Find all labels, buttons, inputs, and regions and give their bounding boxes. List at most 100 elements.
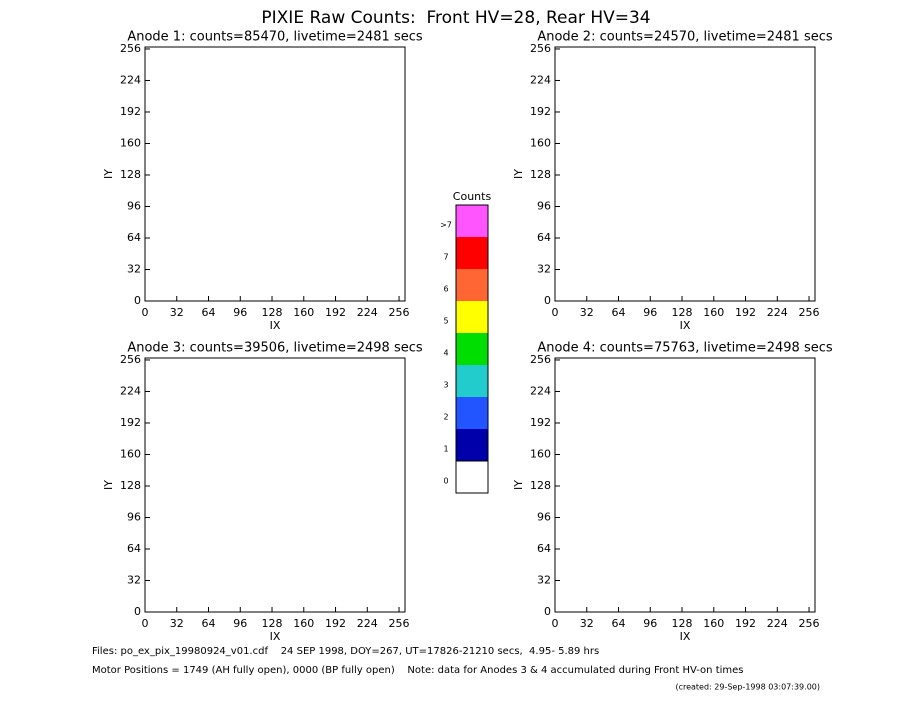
x-tick-label: 32 bbox=[170, 617, 184, 630]
x-tick-label: 64 bbox=[202, 617, 216, 630]
colorbar-swatch bbox=[456, 205, 488, 237]
y-tick-label: 160 bbox=[120, 136, 141, 149]
x-tick-label: 224 bbox=[767, 306, 788, 319]
colorbar-label: 7 bbox=[443, 253, 448, 262]
x-tick-label: 256 bbox=[799, 617, 820, 630]
x-tick-label: 96 bbox=[643, 617, 657, 630]
y-tick-label: 128 bbox=[120, 168, 141, 181]
y-tick-label: 64 bbox=[537, 231, 551, 244]
colorbar-label: 3 bbox=[443, 381, 448, 390]
y-tick-label: 64 bbox=[537, 542, 551, 555]
panel-title: Anode 3: counts=39506, livetime=2498 sec… bbox=[127, 341, 423, 356]
colorbar-label: 5 bbox=[443, 317, 448, 326]
colorbar-frame bbox=[455, 204, 489, 494]
y-tick-label: 192 bbox=[530, 105, 551, 118]
colorbar-label: 2 bbox=[443, 413, 448, 422]
x-tick-label: 256 bbox=[799, 306, 820, 319]
y-tick-label: 0 bbox=[544, 605, 551, 618]
colorbar-label: 0 bbox=[443, 477, 448, 486]
colorbar-swatch bbox=[456, 269, 488, 301]
x-tick-label: 32 bbox=[580, 306, 594, 319]
x-axis-label: IX bbox=[270, 630, 281, 643]
y-tick-label: 256 bbox=[530, 353, 551, 366]
y-tick-label: 224 bbox=[120, 73, 141, 86]
plot-frame bbox=[554, 357, 816, 613]
y-tick-label: 128 bbox=[120, 479, 141, 492]
y-axis-label: IY bbox=[512, 169, 525, 179]
y-tick-label: 224 bbox=[120, 384, 141, 397]
y-tick-label: 256 bbox=[120, 42, 141, 55]
y-tick-label: 64 bbox=[127, 542, 141, 555]
y-tick-label: 256 bbox=[120, 353, 141, 366]
plot-frame bbox=[144, 46, 406, 302]
x-tick-label: 128 bbox=[672, 306, 693, 319]
y-tick-label: 32 bbox=[537, 262, 551, 275]
y-tick-label: 160 bbox=[120, 447, 141, 460]
colorbar-swatch bbox=[456, 429, 488, 461]
footer-created: (created: 29-Sep-1998 03:07:39.00) bbox=[675, 683, 820, 692]
colorbar-label: 4 bbox=[443, 349, 448, 358]
x-tick-label: 32 bbox=[170, 306, 184, 319]
x-tick-label: 256 bbox=[389, 306, 410, 319]
x-tick-label: 192 bbox=[735, 617, 756, 630]
colorbar-label: >7 bbox=[440, 221, 452, 230]
x-tick-label: 0 bbox=[552, 306, 559, 319]
x-axis-label: IX bbox=[680, 630, 691, 643]
x-tick-label: 32 bbox=[580, 617, 594, 630]
x-tick-label: 0 bbox=[142, 306, 149, 319]
y-tick-label: 32 bbox=[537, 573, 551, 586]
x-tick-label: 64 bbox=[612, 617, 626, 630]
x-tick-label: 160 bbox=[703, 306, 724, 319]
y-tick-label: 0 bbox=[134, 605, 141, 618]
x-tick-label: 64 bbox=[202, 306, 216, 319]
y-axis-label: IY bbox=[512, 480, 525, 490]
panel-title: Anode 2: counts=24570, livetime=2481 sec… bbox=[537, 30, 833, 45]
y-tick-label: 160 bbox=[530, 447, 551, 460]
colorbar-swatch bbox=[455, 460, 489, 494]
x-tick-label: 224 bbox=[357, 617, 378, 630]
y-tick-label: 96 bbox=[537, 199, 551, 212]
colorbar-label: 6 bbox=[443, 285, 448, 294]
page-title: PIXIE Raw Counts: Front HV=28, Rear HV=3… bbox=[261, 8, 650, 28]
plot-frame bbox=[144, 357, 406, 613]
panel-title: Anode 1: counts=85470, livetime=2481 sec… bbox=[127, 30, 423, 45]
y-tick-label: 32 bbox=[127, 573, 141, 586]
x-tick-label: 192 bbox=[325, 617, 346, 630]
x-tick-label: 96 bbox=[643, 306, 657, 319]
y-tick-label: 96 bbox=[127, 199, 141, 212]
y-tick-label: 256 bbox=[530, 42, 551, 55]
x-tick-label: 96 bbox=[233, 306, 247, 319]
x-axis-label: IX bbox=[680, 319, 691, 332]
y-tick-label: 160 bbox=[530, 136, 551, 149]
y-tick-label: 192 bbox=[120, 416, 141, 429]
y-tick-label: 128 bbox=[530, 479, 551, 492]
x-tick-label: 192 bbox=[325, 306, 346, 319]
colorbar-swatch bbox=[456, 397, 488, 429]
y-tick-label: 0 bbox=[134, 294, 141, 307]
x-tick-label: 128 bbox=[262, 617, 283, 630]
colorbar-label: 1 bbox=[443, 445, 448, 454]
y-tick-label: 0 bbox=[544, 294, 551, 307]
x-tick-label: 0 bbox=[552, 617, 559, 630]
y-tick-label: 192 bbox=[530, 416, 551, 429]
x-tick-label: 192 bbox=[735, 306, 756, 319]
x-axis-label: IX bbox=[270, 319, 281, 332]
x-tick-label: 160 bbox=[293, 617, 314, 630]
y-tick-label: 32 bbox=[127, 262, 141, 275]
x-tick-label: 64 bbox=[612, 306, 626, 319]
colorbar-swatch bbox=[456, 301, 488, 333]
panel-title: Anode 4: counts=75763, livetime=2498 sec… bbox=[537, 341, 833, 356]
y-tick-label: 96 bbox=[127, 510, 141, 523]
x-tick-label: 0 bbox=[142, 617, 149, 630]
colorbar-title: Counts bbox=[453, 190, 492, 203]
x-tick-label: 224 bbox=[767, 617, 788, 630]
colorbar-swatch bbox=[456, 365, 488, 397]
y-tick-label: 224 bbox=[530, 384, 551, 397]
footer-motor: Motor Positions = 1749 (AH fully open), … bbox=[92, 665, 744, 676]
y-axis-label: IY bbox=[102, 480, 115, 490]
x-tick-label: 256 bbox=[389, 617, 410, 630]
y-tick-label: 64 bbox=[127, 231, 141, 244]
y-tick-label: 192 bbox=[120, 105, 141, 118]
x-tick-label: 128 bbox=[262, 306, 283, 319]
